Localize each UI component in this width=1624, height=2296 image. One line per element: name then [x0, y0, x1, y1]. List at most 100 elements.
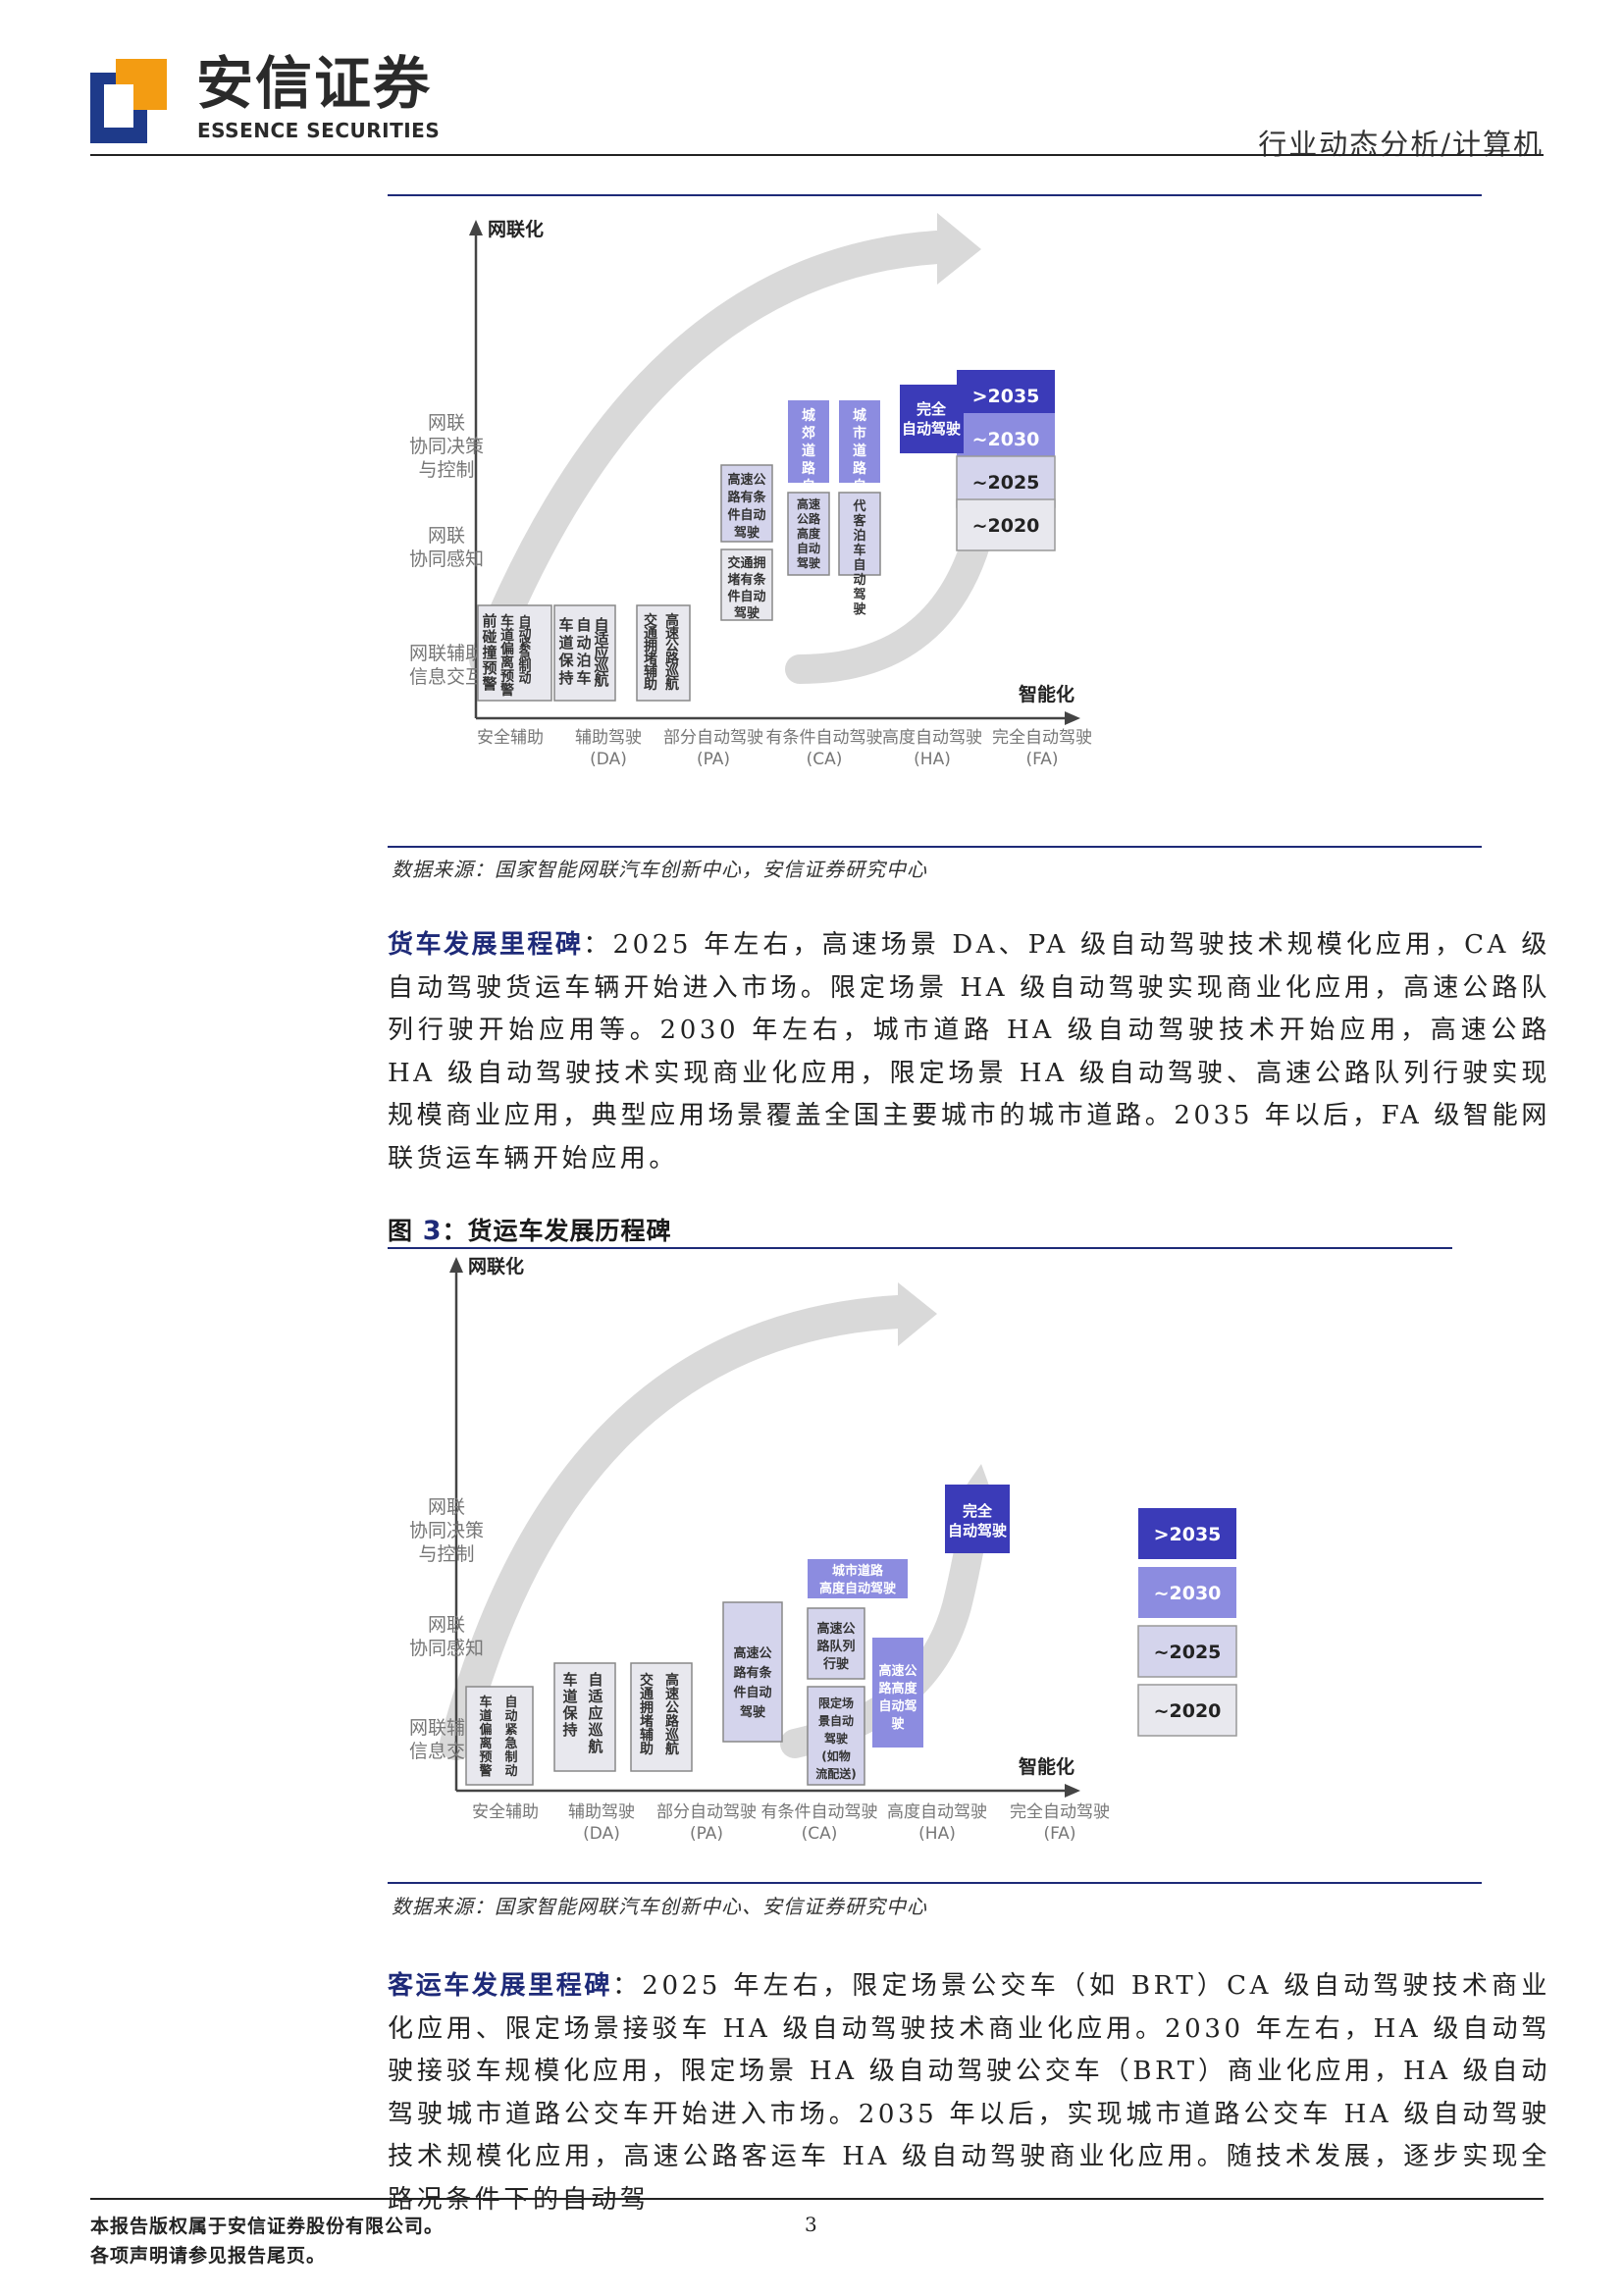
- y-level-label: 网联辅助: [409, 1717, 484, 1739]
- item-label-char: 泊: [576, 652, 591, 669]
- legend-swatch: [1138, 1508, 1236, 1559]
- item-label-char: 警: [500, 682, 514, 699]
- item-label-char: 巡: [665, 1728, 679, 1744]
- item-label-char: 动: [576, 634, 591, 652]
- item-label-char: 通: [640, 1687, 654, 1702]
- y-level-label: 网联辅助: [409, 643, 484, 664]
- item-label-char: 车: [562, 1671, 577, 1689]
- item-label: 完全: [963, 1502, 993, 1520]
- item-label-char: 偏: [500, 641, 514, 657]
- item-label: 自动驾驶: [902, 420, 961, 438]
- item-label-char: 驶: [853, 601, 865, 617]
- item-label-char: 自: [576, 616, 591, 634]
- item-label: 件自动: [727, 507, 765, 523]
- item-label-char: 制: [504, 1749, 517, 1765]
- x-level-label: 安全辅助: [477, 728, 544, 748]
- item-label: 高速: [797, 496, 820, 511]
- x-axis-arrowhead: [1065, 711, 1080, 725]
- item-group-box: [636, 604, 691, 702]
- item-label: 堵有条: [727, 572, 766, 588]
- y-level-label: 与控制: [418, 459, 474, 481]
- item-label-char: 公: [665, 1700, 679, 1716]
- item-label: 城市道路: [832, 1563, 884, 1579]
- item-label-char: 紧: [504, 1723, 517, 1738]
- item-box: [807, 1607, 865, 1680]
- x-level-label: 辅助驾驶: [575, 728, 642, 748]
- x-level-label: 高度自动驾驶: [882, 728, 982, 748]
- truck-milestones-text: ：2025 年左右，高速场景 DA、PA 级自动驾驶技术规模化应用，CA 级自动…: [388, 930, 1550, 1174]
- brand-name-en: ESSENCE SECURITIES: [197, 119, 441, 142]
- item-label-char: 公: [665, 639, 679, 654]
- item-label: 高度自动驾驶: [819, 1581, 896, 1596]
- item-label-char: 动: [518, 627, 531, 642]
- item-label-char: 驾: [853, 587, 865, 602]
- item-label-char: 客: [853, 513, 866, 529]
- legend-swatch: [1137, 1684, 1237, 1737]
- x-level-label: (PA): [690, 1824, 723, 1844]
- item-label-char: 车: [558, 616, 573, 634]
- item-label-char: 动: [504, 1709, 517, 1724]
- item-box: [720, 464, 773, 543]
- x-level-label: (FA): [1043, 1824, 1075, 1844]
- item-label: 驾驶: [823, 1731, 848, 1746]
- figure-2-title: 图 3：货运车发展历程碑: [388, 1212, 672, 1247]
- item-label-char: 航: [665, 1741, 679, 1757]
- y-axis-title: 网联化: [488, 218, 544, 240]
- y-level-label: 网联: [428, 412, 465, 434]
- item-label: (如物: [821, 1748, 851, 1763]
- legend-label: ~2030: [972, 429, 1040, 450]
- item-label-char: 航: [588, 1738, 602, 1755]
- x-level-label: (CA): [807, 750, 843, 769]
- item-label-char: 车: [576, 669, 591, 687]
- item-label-char: 车: [479, 1695, 492, 1710]
- item-label: 高速公: [878, 1663, 917, 1679]
- item-label-char: 撞: [482, 644, 497, 661]
- y-level-label: 信息交互: [409, 666, 484, 688]
- figure-2-bottom-rule: [388, 1882, 1482, 1884]
- item-label-char: 前: [482, 612, 497, 630]
- item-label-char: 碰: [482, 628, 497, 646]
- figure-2-title-num: 3: [422, 1216, 443, 1246]
- item-box: [720, 548, 773, 621]
- item-label: 驶: [891, 1716, 904, 1732]
- item-label-char: 预: [479, 1750, 492, 1765]
- item-label-char: 保: [557, 652, 574, 669]
- trend-arrow-upper-head: [898, 1282, 937, 1346]
- item-label-char: 自: [588, 1671, 602, 1689]
- item-box: [872, 1638, 923, 1748]
- item-label: 路队列: [816, 1639, 855, 1654]
- item-label-char: 动: [504, 1764, 517, 1779]
- item-label: 公路: [797, 511, 821, 526]
- item-group-box: [465, 1686, 534, 1786]
- item-label-char: 路: [665, 651, 680, 667]
- item-label-char: 制: [518, 659, 531, 675]
- legend-label: ~2020: [1154, 1700, 1222, 1722]
- legend-swatch: [957, 370, 1055, 421]
- item-label-char: 警: [479, 1763, 492, 1779]
- company-logo: [90, 55, 169, 143]
- y-axis-arrowhead: [449, 1257, 463, 1273]
- report-category: 行业动态分析/计算机: [1258, 128, 1544, 161]
- item-label-char: 航: [665, 676, 679, 693]
- x-level-label: 有条件自动驾驶: [761, 1802, 878, 1822]
- item-label-char: 持: [562, 1721, 577, 1739]
- item-label: 高速公: [816, 1621, 855, 1637]
- legend-label: ~2020: [972, 515, 1040, 537]
- x-level-label: (DA): [590, 750, 627, 769]
- x-level-label: 完全自动驾驶: [1010, 1802, 1110, 1822]
- item-box: [722, 1601, 783, 1743]
- figure-2-title-prefix: 图: [388, 1217, 423, 1245]
- footer-disclaimer: 各项声明请参见报告尾页。: [90, 2245, 327, 2267]
- item-label: 行驶: [822, 1656, 849, 1672]
- item-label-char: 巡: [588, 1721, 602, 1739]
- x-level-label: (PA): [697, 750, 730, 769]
- item-label-char: 巡: [665, 664, 679, 680]
- item-box: [900, 385, 964, 453]
- item-box: [838, 492, 881, 576]
- item-label: 自动驾驶: [948, 1522, 1007, 1539]
- item-label-char: 堵: [640, 1713, 654, 1730]
- y-level-label: 信息交互: [409, 1741, 484, 1762]
- item-label-char: 急: [518, 649, 531, 664]
- item-label-char: 自: [504, 1695, 517, 1710]
